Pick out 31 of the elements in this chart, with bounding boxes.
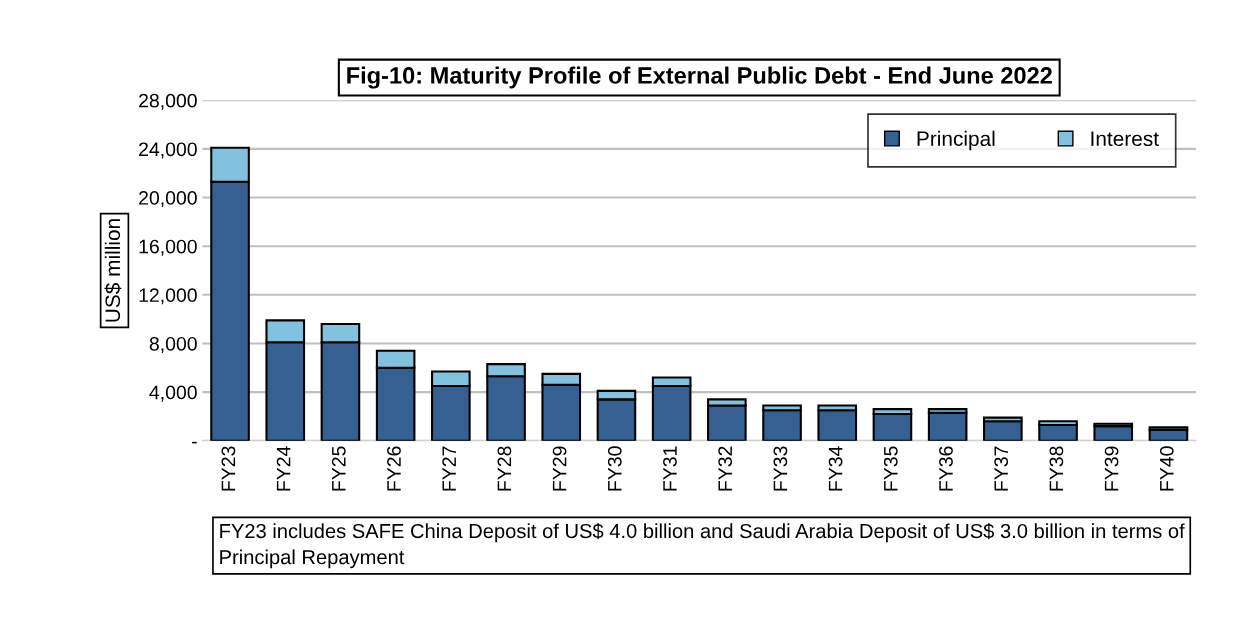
x-tick-label: FY26 [387,446,401,491]
legend-label: Principal [917,130,995,151]
x-tick-label: FY37 [994,446,1009,491]
x-tick-label: FY25 [331,446,346,491]
y-tick-label: 8,000 [149,336,197,353]
x-tick-label: FY34 [828,446,843,491]
x-tick-label: FY24 [276,446,291,491]
legend-label: Interest [1091,131,1159,147]
x-tick-label: FY29 [552,446,567,491]
x-tick-label: FY38 [1049,446,1064,491]
x-tick-label: FY39 [1104,446,1119,491]
x-tick-label: FY33 [773,446,788,491]
x-tick-label: FY27 [442,446,456,491]
x-tick-label: FY32 [718,446,733,491]
text: FY23 includes SAFE China Deposit of US$ 4.0 billion and Saudi Arabia Deposit of US$ 3.0 billion in terms of Principal Repayment [220,523,1185,569]
y-axis-title: US$ million [104,219,122,322]
y-tick-label: 20,000 [139,191,197,208]
y-tick-label: 12,000 [139,288,197,305]
chart-title: Fig-10: Maturity Profile of External Public Debt - End June 2022 [347,66,1052,89]
x-tick-label: FY23 [221,446,236,491]
x-tick-label: FY36 [939,446,953,491]
x-tick-label: FY31 [663,446,677,491]
x-tick-label: FY35 [883,446,898,491]
x-tick-label: FY30 [607,446,622,491]
x-tick-label: FY40 [1159,446,1174,491]
y-tick-label: 24,000 [139,142,197,159]
x-tick-label: FY28 [497,446,512,491]
y-tick-label: 4,000 [149,385,197,402]
y-tick-label: - [191,441,197,444]
y-tick-label: 16,000 [139,239,197,256]
y-tick-label: 28,000 [139,93,197,110]
